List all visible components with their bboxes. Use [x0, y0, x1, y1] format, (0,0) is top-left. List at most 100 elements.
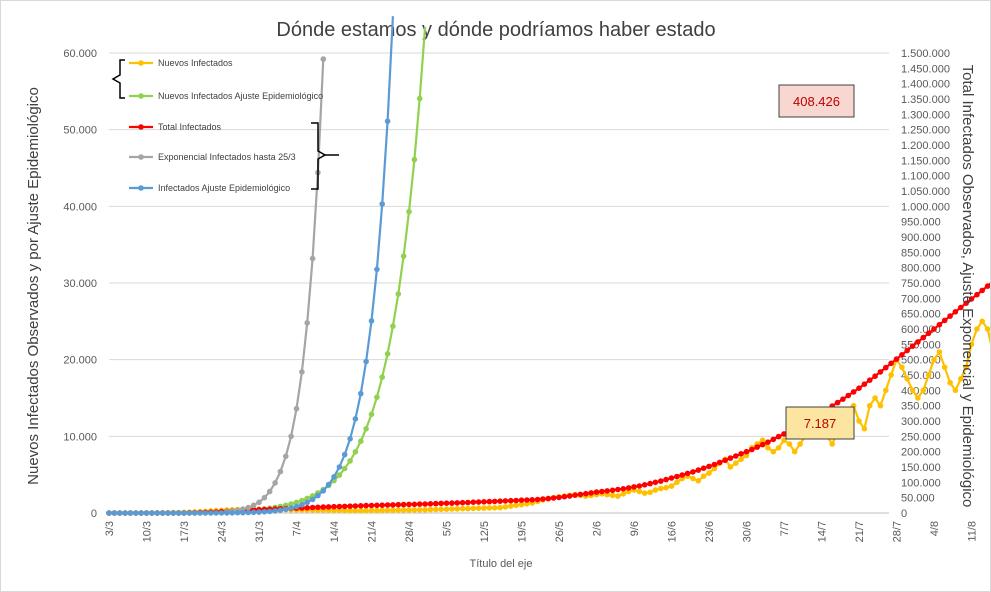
data-point — [690, 469, 696, 475]
data-point — [674, 473, 680, 480]
y-right-tick-label: 500.000 — [901, 355, 941, 367]
data-point — [958, 304, 964, 311]
y-right-tick-label: 0 — [901, 508, 907, 520]
data-point — [759, 437, 766, 444]
data-point — [604, 488, 610, 494]
data-point — [625, 485, 632, 491]
data-point — [545, 495, 552, 502]
data-point — [674, 479, 680, 486]
data-point — [979, 287, 985, 294]
data-point — [765, 439, 771, 446]
data-point — [465, 505, 471, 512]
data-point — [615, 486, 621, 493]
y-right-tick-label: 200.000 — [901, 447, 941, 459]
data-point — [320, 504, 327, 510]
data-point — [186, 510, 193, 516]
data-point — [695, 467, 702, 473]
x-tick-label: 28/4 — [404, 521, 416, 542]
data-point — [406, 501, 412, 508]
data-point — [636, 488, 643, 495]
annotation-box — [785, 406, 855, 440]
y-right-tick-label: 1.400.000 — [901, 79, 950, 91]
data-point — [406, 507, 412, 513]
data-point — [658, 485, 664, 492]
data-point — [395, 291, 402, 297]
data-point — [352, 507, 359, 514]
x-tick-label: 23/6 — [704, 521, 716, 542]
data-point — [352, 503, 359, 509]
annotation-label: 7.187 — [804, 416, 837, 431]
data-point — [556, 494, 562, 501]
gridlines — [109, 52, 889, 514]
x-tick-label: 7/4 — [292, 521, 304, 536]
data-point — [524, 497, 530, 503]
x-tick-label: 10/3 — [142, 521, 154, 542]
data-point — [920, 334, 927, 341]
annotations: 408.426 7.187 — [778, 84, 855, 440]
data-point — [759, 441, 766, 448]
data-point — [197, 510, 203, 516]
data-point — [304, 320, 311, 326]
legend-marker — [138, 93, 144, 99]
data-point — [368, 502, 375, 509]
data-point — [449, 500, 455, 506]
data-point — [374, 502, 380, 509]
data-point — [931, 326, 937, 332]
data-point — [438, 500, 444, 507]
data-point — [368, 318, 375, 324]
x-tick-label: 5/5 — [442, 521, 454, 536]
y-right-tick-label: 1.250.000 — [901, 125, 950, 137]
data-point — [684, 470, 691, 477]
data-point — [738, 456, 744, 463]
x-tick-label: 14/4 — [329, 521, 341, 542]
data-point — [384, 351, 391, 357]
data-point — [358, 503, 364, 509]
data-point — [384, 507, 391, 514]
x-tick-label: 21/7 — [854, 521, 866, 542]
data-point — [379, 502, 386, 509]
data-point — [261, 509, 268, 515]
data-point — [368, 411, 375, 418]
data-point — [690, 475, 696, 482]
x-tick-label: 19/5 — [517, 521, 529, 542]
data-point — [336, 472, 343, 478]
data-point — [502, 498, 509, 504]
data-point — [341, 451, 348, 458]
data-point — [331, 474, 337, 480]
data-point — [615, 493, 621, 499]
data-point — [925, 372, 932, 378]
data-point — [899, 352, 905, 358]
data-point — [786, 441, 793, 447]
data-point — [652, 479, 659, 486]
series-layer — [106, 16, 990, 516]
x-tick-label: 3/3 — [104, 521, 116, 536]
data-point — [363, 502, 369, 509]
data-point — [513, 502, 519, 509]
y-left-tick-label: 50.000 — [63, 125, 97, 137]
data-point — [936, 321, 943, 328]
data-point — [363, 358, 369, 365]
data-point — [984, 283, 990, 289]
data-point — [909, 387, 916, 394]
x-axis: 3/3 10/3 17/3 24/3 31/3 7/4 14/4 21/4 28/4 5/5 12/… — [104, 512, 979, 542]
data-point — [829, 441, 835, 447]
y-left-tick-label: 60.000 — [63, 48, 97, 60]
data-point — [888, 360, 894, 367]
data-point — [250, 502, 257, 509]
data-point — [299, 497, 305, 504]
data-point — [920, 387, 927, 394]
data-point — [915, 339, 921, 345]
data-point — [374, 394, 380, 401]
data-point — [309, 255, 316, 262]
series-nuevos-infectados — [106, 318, 990, 516]
legend-label: Exponencial Infectados hasta 25/3 — [158, 152, 296, 162]
legend: Nuevos Infectados Nuevos Infectados Ajust… — [111, 58, 339, 193]
data-point — [502, 504, 509, 510]
data-point — [272, 508, 278, 514]
data-point — [513, 497, 519, 504]
data-point — [390, 502, 396, 508]
data-point — [770, 448, 777, 455]
x-tick-label: 2/6 — [592, 521, 604, 536]
data-point — [154, 510, 160, 516]
x-tick-label: 16/6 — [667, 521, 679, 542]
